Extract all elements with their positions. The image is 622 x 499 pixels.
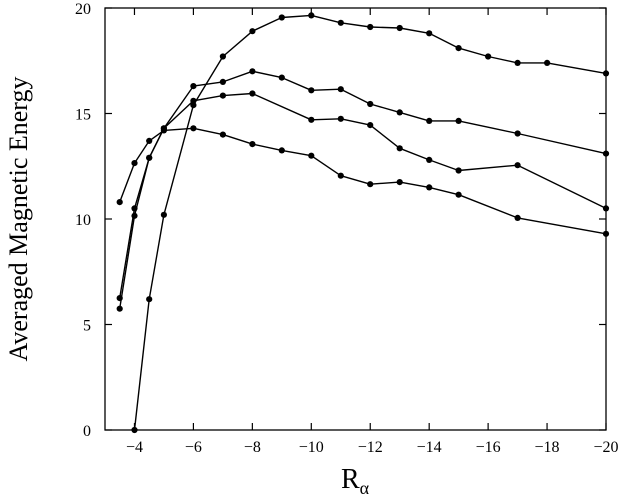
data-point bbox=[308, 116, 315, 123]
y-tick-label: 0 bbox=[83, 423, 91, 440]
x-tick-label: −18 bbox=[535, 439, 560, 456]
data-point bbox=[337, 172, 344, 179]
data-point bbox=[278, 147, 285, 154]
data-point bbox=[514, 162, 521, 169]
data-point bbox=[131, 426, 138, 434]
data-point bbox=[367, 181, 374, 188]
x-tick-label: −10 bbox=[299, 439, 324, 456]
series-line bbox=[119, 70, 607, 309]
axis-ticks bbox=[105, 7, 607, 431]
data-point bbox=[278, 74, 285, 81]
data-point bbox=[602, 150, 610, 157]
data-point bbox=[426, 117, 433, 124]
data-point bbox=[602, 230, 610, 237]
x-tick-label: −12 bbox=[358, 439, 383, 456]
data-point bbox=[190, 125, 197, 132]
data-point bbox=[219, 131, 226, 138]
data-point bbox=[337, 86, 344, 93]
data-point bbox=[146, 137, 153, 144]
data-point bbox=[219, 78, 226, 85]
y-tick-label: 5 bbox=[83, 318, 91, 335]
data-point bbox=[426, 30, 433, 37]
data-point bbox=[116, 305, 123, 312]
x-axis-title-main: R bbox=[341, 464, 360, 495]
data-point bbox=[249, 68, 256, 75]
x-tick-label: −20 bbox=[593, 439, 618, 456]
data-point bbox=[602, 205, 610, 212]
series-4 bbox=[131, 12, 610, 434]
x-tick-label: −16 bbox=[476, 439, 501, 456]
data-point bbox=[146, 154, 153, 161]
data-point bbox=[455, 191, 462, 198]
x-tick-label: −4 bbox=[126, 439, 143, 456]
y-axis-title: Averaged Magnetic Energy bbox=[4, 77, 33, 362]
data-point bbox=[396, 109, 403, 116]
x-axis-title-subscript: α bbox=[360, 478, 370, 498]
data-point bbox=[426, 184, 433, 191]
data-point bbox=[396, 24, 403, 32]
data-point bbox=[455, 167, 462, 174]
data-point bbox=[514, 214, 521, 221]
data-point bbox=[396, 179, 403, 186]
y-tick-label: 15 bbox=[75, 107, 91, 124]
series-2 bbox=[116, 90, 610, 302]
data-point bbox=[308, 152, 315, 159]
x-axis-title: Rα bbox=[341, 464, 370, 498]
data-point bbox=[514, 130, 521, 137]
data-point bbox=[308, 12, 315, 19]
plot-frame bbox=[104, 7, 607, 431]
data-point bbox=[455, 117, 462, 124]
data-point bbox=[367, 122, 374, 129]
data-point bbox=[131, 160, 138, 167]
data-point bbox=[219, 53, 226, 60]
data-point bbox=[337, 19, 344, 26]
y-tick-label: 10 bbox=[75, 212, 91, 229]
data-point bbox=[116, 199, 123, 206]
data-point bbox=[514, 59, 521, 66]
x-tick-label: −14 bbox=[417, 439, 442, 456]
data-point bbox=[249, 141, 256, 148]
data-point bbox=[146, 296, 153, 303]
y-tick-label: 20 bbox=[75, 1, 91, 18]
data-point bbox=[278, 14, 285, 21]
series-line bbox=[119, 92, 607, 299]
data-point bbox=[190, 102, 197, 109]
series-line bbox=[119, 127, 607, 235]
series-line bbox=[133, 14, 607, 431]
data-point bbox=[160, 211, 167, 218]
series-3 bbox=[116, 68, 610, 312]
tick-labels: −4 −6 −8 −10 −12 −14 −16 −18 −20 0 5 10 15 20 bbox=[75, 1, 619, 456]
data-point bbox=[249, 90, 256, 97]
data-point bbox=[367, 23, 374, 31]
data-point bbox=[367, 100, 374, 108]
data-point bbox=[190, 83, 197, 90]
data-point bbox=[455, 45, 462, 52]
data-point bbox=[544, 59, 551, 66]
data-point bbox=[160, 125, 167, 132]
x-tick-label: −6 bbox=[185, 439, 202, 456]
data-point bbox=[602, 70, 610, 77]
data-point bbox=[249, 28, 256, 35]
data-point bbox=[485, 53, 492, 60]
data-point bbox=[219, 92, 226, 99]
x-tick-label: −8 bbox=[244, 439, 261, 456]
data-point bbox=[396, 145, 403, 152]
data-point bbox=[426, 156, 433, 163]
series-1 bbox=[116, 125, 610, 237]
data-point bbox=[131, 212, 138, 219]
series-layer bbox=[116, 12, 610, 434]
data-point bbox=[337, 115, 344, 122]
data-point bbox=[308, 87, 315, 94]
